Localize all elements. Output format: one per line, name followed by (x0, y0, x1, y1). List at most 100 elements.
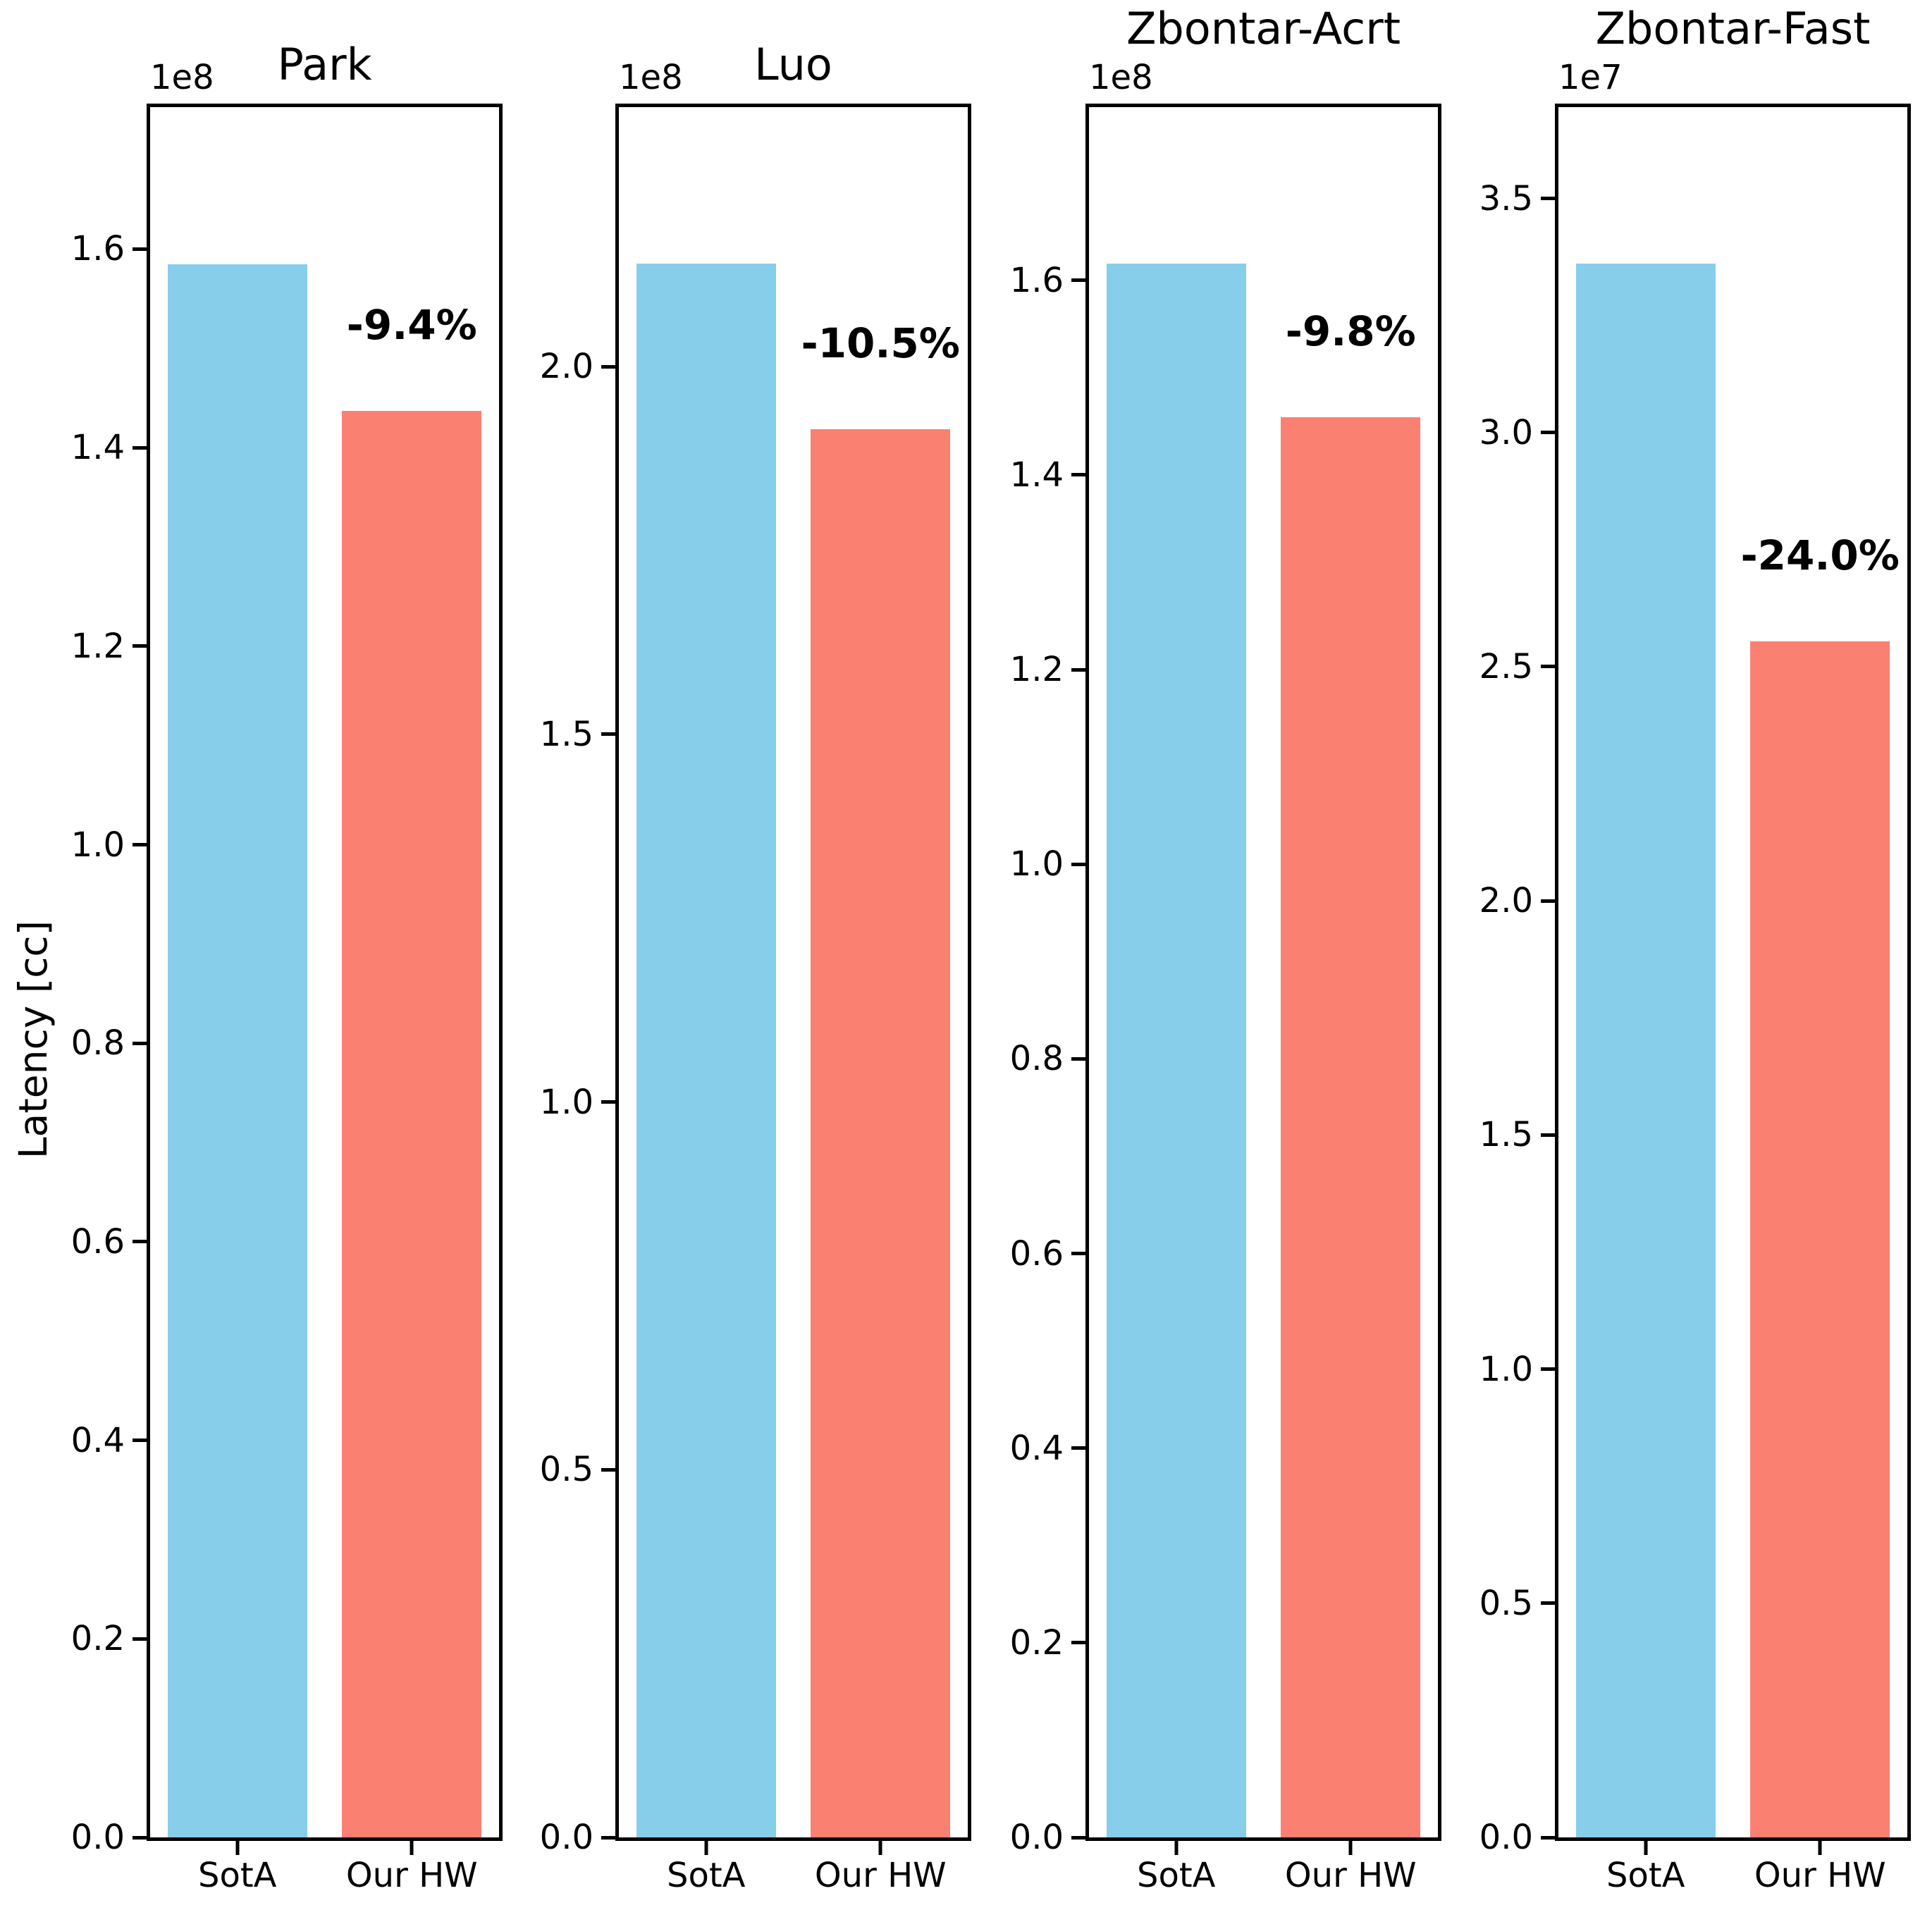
panel-title: Zbontar-Fast (1595, 3, 1871, 54)
y-tick-label: 0.5 (539, 1450, 593, 1490)
panel-title: Park (277, 39, 372, 90)
bar-sota (1575, 263, 1716, 1837)
plot-area: -9.4% 0.0 0.2 0.4 0.6 0.8 1.0 1.2 1.4 1.6 SotA Our … (71, 104, 503, 1892)
y-tick-label: 0.0 (539, 1818, 593, 1857)
x-tick-label-our-hw: Our HW (814, 1856, 947, 1895)
y-tick-mark (1541, 1601, 1555, 1606)
bar-sota (636, 264, 776, 1837)
y-tick-label: 1.6 (70, 229, 125, 269)
y-tick-mark (1541, 665, 1555, 669)
y-tick-label: 1.5 (539, 714, 593, 754)
x-tick-mark (1348, 1841, 1353, 1855)
bar-our-hw (1281, 417, 1421, 1837)
y-tick-label: 2.5 (1479, 646, 1533, 686)
x-tick-mark (878, 1841, 882, 1855)
y-tick-mark (1071, 1252, 1085, 1256)
y-tick-mark (601, 1100, 615, 1104)
y-tick-mark (1541, 1367, 1555, 1372)
y-tick-label: 1.0 (70, 825, 125, 865)
y-tick-label: 1.0 (539, 1082, 593, 1122)
y-tick-label: 1.0 (1479, 1349, 1533, 1389)
bar-sota (1106, 264, 1246, 1837)
x-tick-mark (1174, 1841, 1179, 1855)
y-tick-mark (133, 1240, 147, 1244)
bar-our-hw (342, 411, 482, 1837)
axis-offset-text: 1e8 (1089, 58, 1153, 97)
x-tick-label-sota: SotA (1137, 1856, 1216, 1895)
y-tick-label: 1.4 (1009, 455, 1064, 495)
y-tick-label: 0.6 (1009, 1233, 1064, 1274)
x-tick-mark (1644, 1841, 1648, 1855)
x-tick-mark (410, 1841, 414, 1855)
y-tick-mark (601, 732, 615, 737)
plot-area: -9.8% 0.0 0.2 0.4 0.6 0.8 1.0 1.2 1.4 1.6 SotA Our … (1010, 104, 1441, 1892)
y-tick-label: 1.2 (1009, 650, 1064, 690)
axis-offset-text: 1e8 (150, 58, 214, 97)
y-tick-mark (601, 364, 615, 369)
y-tick-mark (1071, 862, 1085, 866)
y-tick-label: 0.2 (1009, 1622, 1064, 1663)
y-tick-label: 1.5 (1479, 1115, 1533, 1155)
y-tick-mark (133, 644, 147, 648)
y-tick-mark (133, 1637, 147, 1641)
panel-title: Zbontar-Acrt (1126, 3, 1401, 54)
y-tick-label: 0.0 (1009, 1818, 1064, 1857)
x-tick-label-our-hw: Our HW (345, 1856, 478, 1895)
y-tick-mark (1541, 197, 1555, 201)
bar-our-hw (811, 429, 951, 1837)
y-axis-label: Latency [cc] (11, 920, 56, 1159)
y-tick-mark (1071, 1835, 1085, 1840)
y-tick-mark (133, 445, 147, 450)
y-tick-label: 2.0 (539, 347, 593, 387)
bar-our-hw (1750, 641, 1890, 1837)
reduction-annotation: -10.5% (801, 319, 960, 367)
y-tick-label: 0.2 (70, 1619, 125, 1659)
x-tick-label-our-hw: Our HW (1284, 1856, 1417, 1895)
y-tick-label: 3.5 (1479, 178, 1533, 218)
y-tick-mark (1541, 1835, 1555, 1840)
y-tick-label: 0.6 (70, 1221, 125, 1262)
y-tick-mark (133, 1835, 147, 1840)
y-tick-mark (601, 1467, 615, 1472)
reduction-annotation: -9.8% (1285, 307, 1416, 356)
y-tick-mark (1071, 667, 1085, 672)
x-tick-label-our-hw: Our HW (1754, 1856, 1886, 1895)
reduction-annotation: -24.0% (1740, 531, 1900, 579)
y-tick-label: 0.0 (70, 1818, 125, 1857)
y-tick-mark (1071, 1056, 1085, 1061)
y-tick-mark (1071, 1641, 1085, 1645)
y-tick-label: 1.2 (70, 626, 125, 666)
y-tick-label: 0.8 (1009, 1039, 1064, 1079)
y-tick-mark (1071, 473, 1085, 477)
y-tick-mark (1541, 431, 1555, 435)
y-tick-mark (133, 247, 147, 251)
panel-title: Luo (754, 39, 832, 90)
x-tick-label-sota: SotA (667, 1856, 746, 1895)
y-tick-mark (1541, 1133, 1555, 1137)
y-tick-label: 0.4 (1009, 1428, 1064, 1468)
x-tick-mark (704, 1841, 708, 1855)
x-tick-mark (235, 1841, 240, 1855)
y-tick-mark (133, 843, 147, 846)
x-tick-label-sota: SotA (1606, 1856, 1685, 1895)
y-tick-mark (1071, 278, 1085, 283)
x-tick-mark (1818, 1841, 1822, 1855)
y-tick-label: 3.0 (1479, 412, 1533, 452)
plot-area: -24.0% 0.0 0.5 1.0 1.5 2.0 2.5 3.0 3.5 SotA Our HW (1479, 104, 1911, 1892)
x-tick-label-sota: SotA (198, 1856, 277, 1895)
y-tick-mark (1541, 899, 1555, 903)
reduction-annotation: -9.4% (346, 300, 477, 349)
plot-area: -10.5% 0.0 0.5 1.0 1.5 2.0 SotA Our HW (540, 104, 971, 1892)
y-tick-label: 1.4 (70, 428, 125, 468)
y-tick-mark (1071, 1446, 1085, 1450)
y-tick-label: 0.4 (70, 1420, 125, 1460)
y-tick-mark (133, 1041, 147, 1045)
y-tick-mark (133, 1438, 147, 1443)
y-tick-label: 1.0 (1009, 844, 1064, 885)
axis-offset-text: 1e8 (619, 58, 683, 97)
y-tick-label: 2.0 (1479, 881, 1533, 921)
y-tick-label: 0.0 (1479, 1818, 1533, 1857)
y-tick-label: 1.6 (1009, 260, 1064, 300)
y-tick-mark (601, 1835, 615, 1840)
